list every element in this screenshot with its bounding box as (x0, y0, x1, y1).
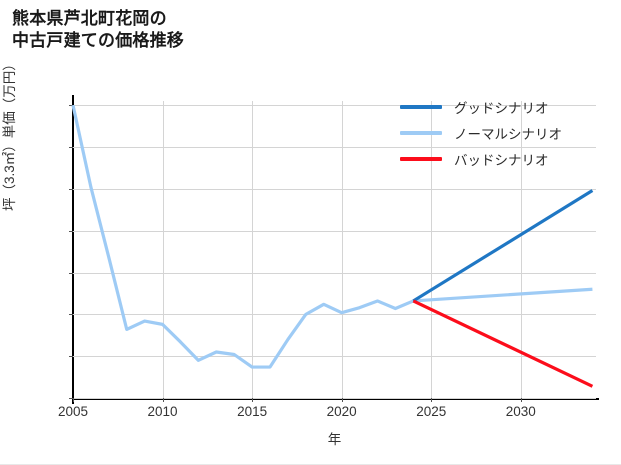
legend: グッドシナリオ ノーマルシナリオ バッドシナリオ (398, 90, 612, 176)
x-tick-mark (162, 398, 164, 402)
series-lines (71, 104, 594, 388)
x-tick-mark (520, 398, 522, 402)
gridline-vertical (162, 101, 164, 398)
x-tick-mark (431, 398, 433, 402)
y-axis-label-container: 坪（3.3㎡）単価（万円） (2, 57, 30, 398)
legend-item[interactable]: グッドシナリオ (400, 94, 610, 120)
legend-color-swatch (400, 157, 442, 161)
x-tick-label: 2030 (505, 404, 536, 419)
gridline-horizontal (73, 314, 596, 316)
y-tick-mark (69, 105, 73, 107)
y-axis-label: 坪（3.3㎡）単価（万円） (2, 57, 17, 211)
gridline-vertical (252, 101, 254, 398)
gridline-horizontal (73, 105, 596, 107)
legend-item[interactable]: バッドシナリオ (400, 146, 610, 172)
y-tick-mark (69, 147, 73, 148)
gridline-horizontal (73, 272, 596, 274)
x-tick-mark (341, 398, 343, 402)
gridline-vertical (520, 101, 522, 398)
legend-label: グッドシナリオ (454, 101, 549, 116)
gridline-vertical (341, 101, 343, 398)
gridline-horizontal (73, 398, 596, 399)
gridline-horizontal (73, 356, 596, 358)
gridline-vertical (431, 101, 433, 398)
gridline-horizontal (73, 230, 596, 232)
y-tick-mark (69, 356, 73, 358)
x-tick-mark (252, 398, 254, 402)
gridline-horizontal (73, 147, 596, 148)
y-tick-mark (69, 398, 73, 399)
y-tick-mark (69, 188, 73, 190)
x-tick-label: 2025 (416, 404, 447, 419)
x-tick-label: 2010 (147, 404, 178, 419)
y-tick-mark (69, 272, 73, 274)
y-axis-line (72, 95, 74, 404)
legend-label: ノーマルシナリオ (454, 127, 562, 142)
legend-label: バッドシナリオ (454, 153, 549, 168)
y-tick-mark (69, 314, 73, 316)
x-tick-mark (73, 398, 74, 402)
x-tick-label: 2020 (326, 404, 357, 419)
x-tick-label: 2015 (237, 404, 268, 419)
legend-color-swatch (400, 131, 442, 135)
y-tick-mark (69, 230, 73, 232)
plot-area: 10.511.011.512.012.513.013.514.0 2005201… (58, 95, 599, 419)
series-line (412, 189, 594, 303)
x-axis-line (72, 398, 599, 400)
legend-item[interactable]: ノーマルシナリオ (400, 120, 610, 146)
series-line (71, 104, 593, 369)
gridline-horizontal (73, 188, 596, 190)
x-axis-label: 年 (327, 432, 342, 447)
legend-color-swatch (400, 105, 442, 109)
series-line (412, 299, 594, 388)
x-tick-label: 2005 (57, 404, 89, 419)
page-title: 熊本県芦北町花岡の 中古戸建ての価格推移 (12, 9, 184, 51)
